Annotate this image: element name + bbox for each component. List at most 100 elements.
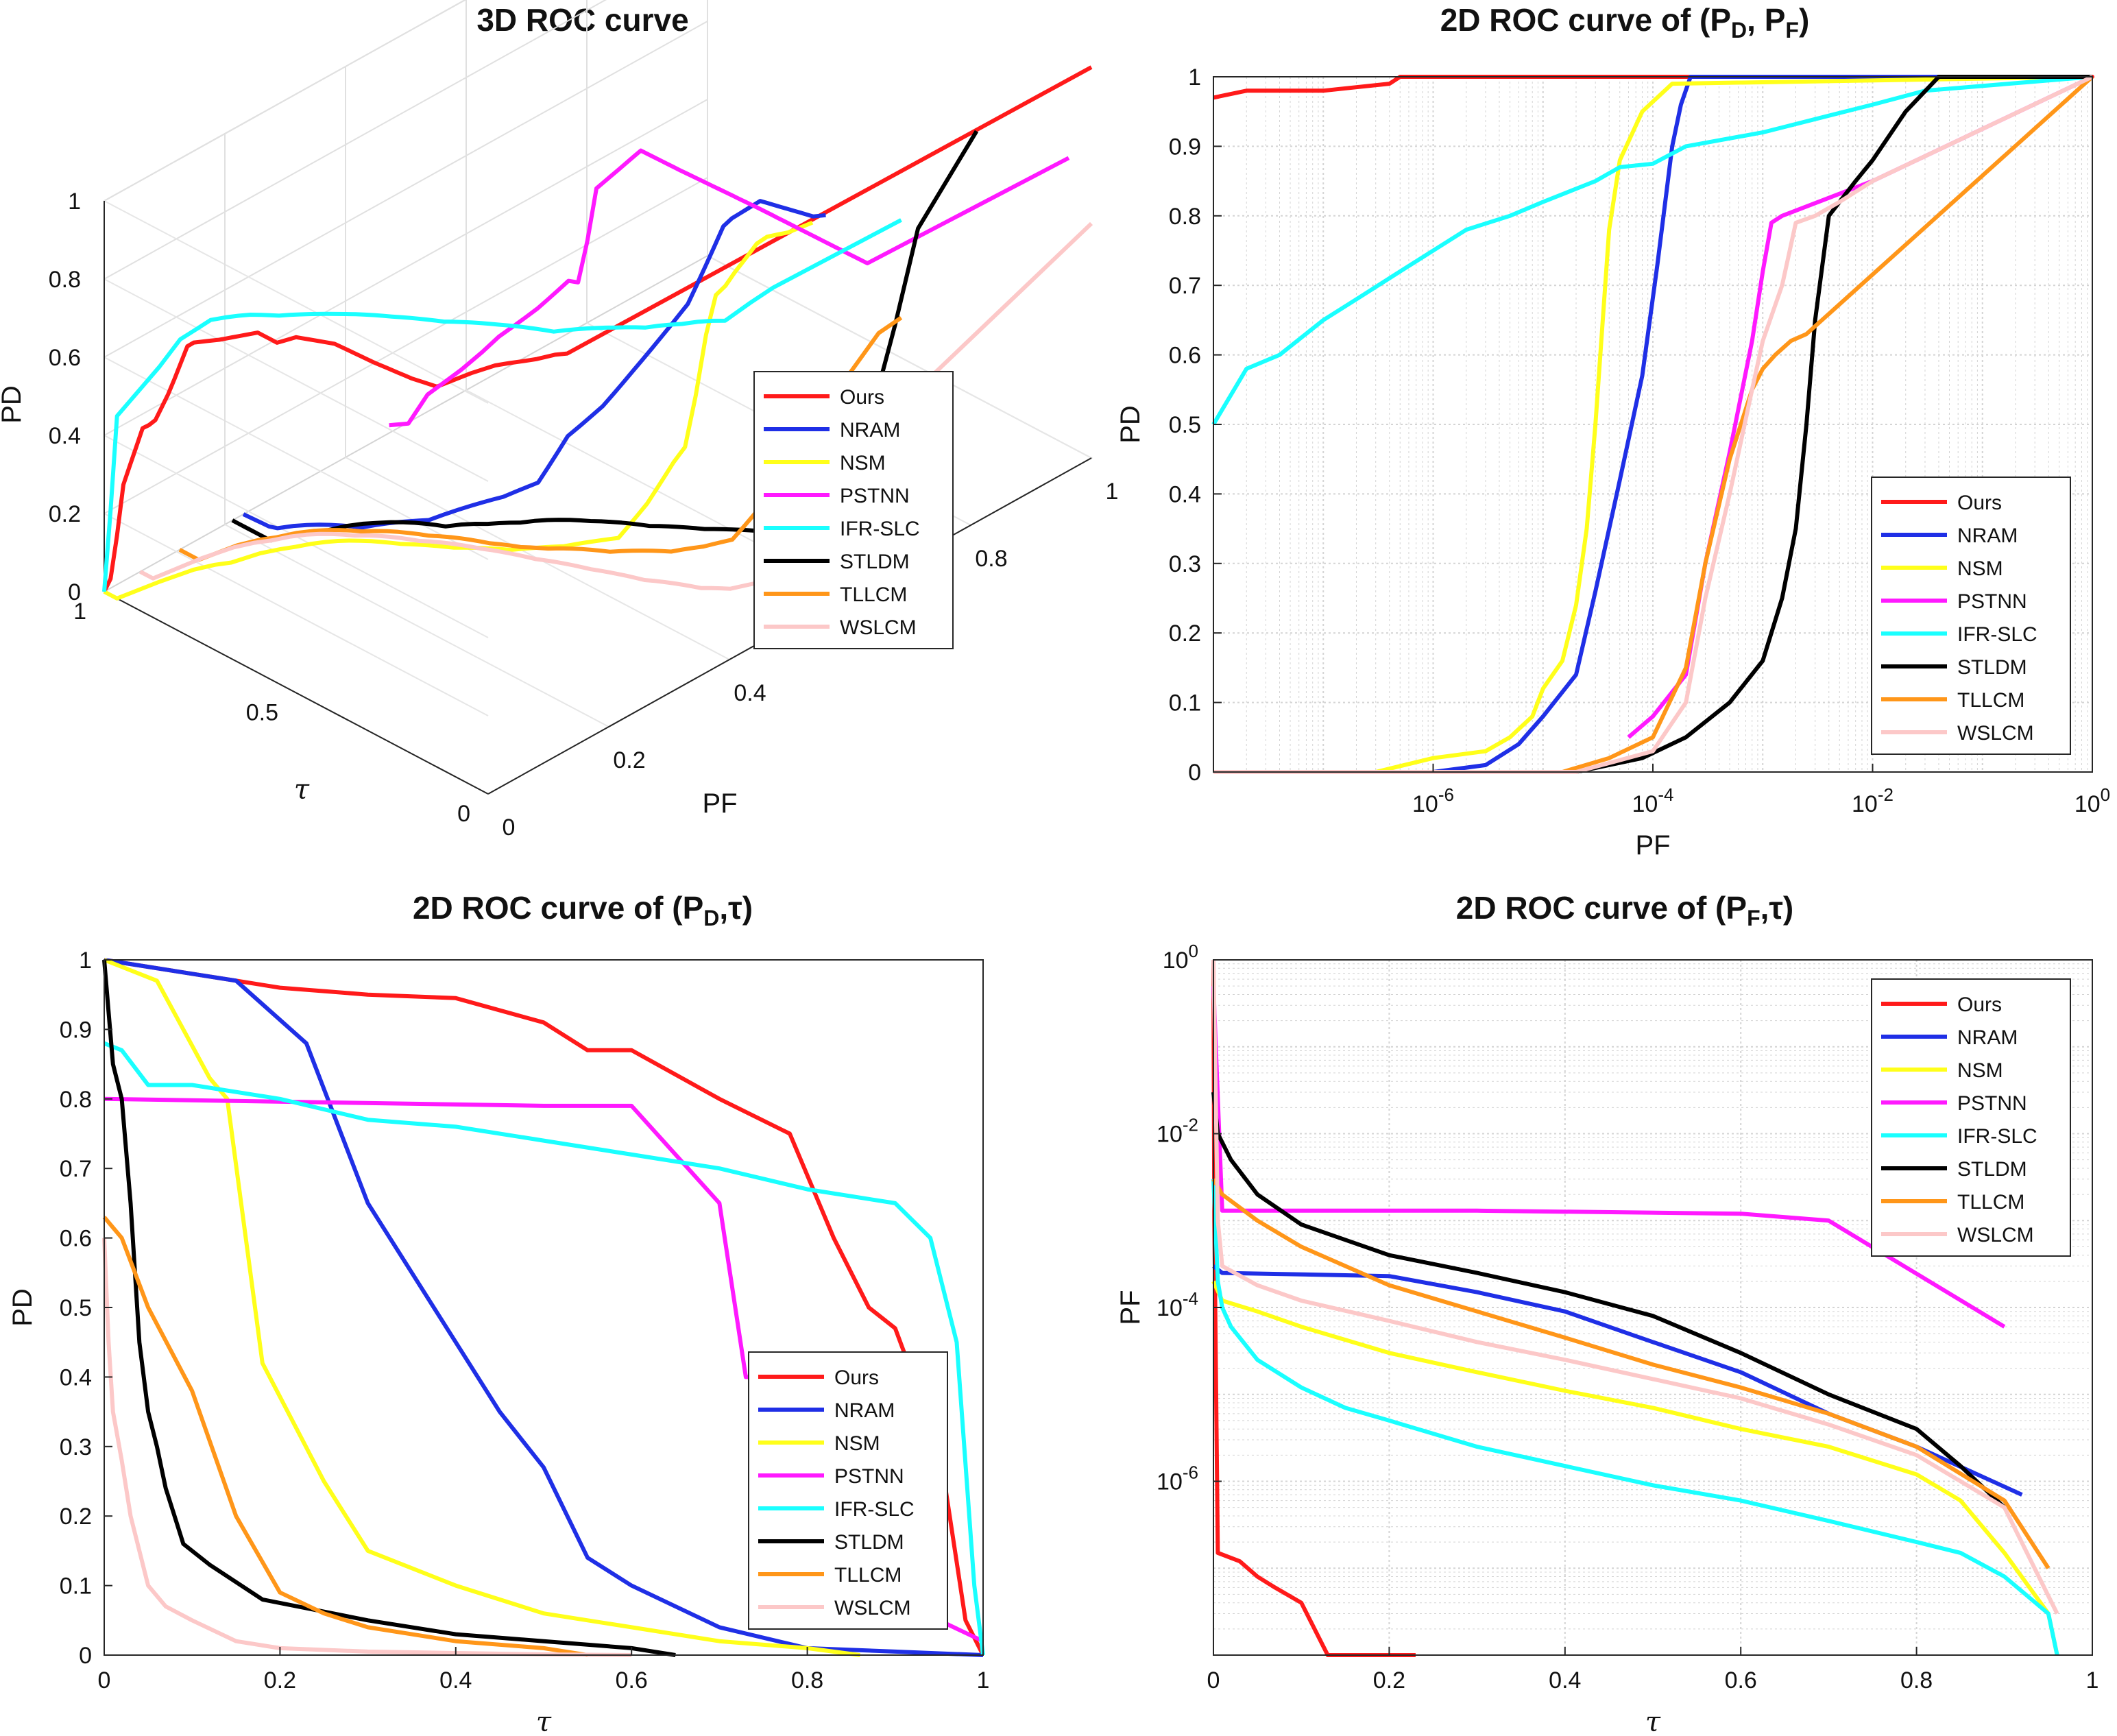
roc3d-pd-grid <box>104 0 607 280</box>
roc3d-pf-tick: 1 <box>1106 479 1119 505</box>
pd_pf-series-tllcm <box>1562 75 2094 774</box>
pd_tau-ytick-label: 0 <box>79 1643 92 1669</box>
pd_tau-ytick-label: 1 <box>79 948 92 974</box>
pf_tau-ytick-base: 10 <box>1157 1122 1183 1148</box>
pf_tau-xtick-label: 0.8 <box>1900 1667 1933 1693</box>
pd_pf-xtick-exp: -6 <box>1438 784 1454 805</box>
legend-3d: Ours NRAM NSM PSTNN IFR-SLC STLDM TLLCM WSLCM <box>753 371 954 649</box>
xlabel-pf-tau: τ <box>1645 1707 1661 1736</box>
roc3d-legend-label-ifr-slc: IFR-SLC <box>840 518 920 540</box>
pd_pf-xtick-exp: -4 <box>1658 784 1673 805</box>
pf_tau-series-nsm <box>1211 1280 2059 1656</box>
roc3d-pf-tick: 0.4 <box>734 680 766 706</box>
title-pd-pf-mid: , P <box>1747 2 1785 38</box>
pf_tau-ytick-label: 10-6 <box>1157 1462 1198 1495</box>
pd-tau-legend-label-pstnn: PSTNN <box>834 1465 904 1488</box>
title-pd-tau-mid: ,τ <box>719 890 742 926</box>
roc3d-legend-label-pstnn: PSTNN <box>840 485 910 507</box>
pd_pf-ytick-label: 0.9 <box>1169 134 1201 160</box>
xlabel-pd-pf: PF <box>1635 830 1670 860</box>
ylabel-pd-pf: PD <box>1115 405 1146 444</box>
pd_pf-ytick-label: 0.4 <box>1169 481 1201 507</box>
pf_tau-xtick-label: 0.4 <box>1549 1667 1581 1693</box>
legend-pd-tau: Ours NRAM NSM PSTNN IFR-SLC STLDM TLLCM WSLCM <box>748 1351 948 1630</box>
title-pd-pf-end: ) <box>1799 2 1809 38</box>
roc3d-pd-grid-side <box>104 278 489 482</box>
ylabel-pf-tau: PF <box>1115 1290 1146 1325</box>
roc3d-legend-label-wslcm: WSLCM <box>840 616 917 639</box>
pf-tau-legend-label-stldm: STLDM <box>1957 1158 2027 1181</box>
pd_tau-xtick-label: 0.6 <box>616 1667 648 1693</box>
roc3d-pd-grid <box>104 21 708 358</box>
roc3d-legend-label-tllcm: TLLCM <box>840 583 907 606</box>
pf_tau-series-ifr-slc <box>1211 1179 2059 1656</box>
pd_tau-xtick-label: 0.8 <box>791 1667 823 1693</box>
pf_tau-series-wslcm <box>1211 959 2059 1615</box>
pf_tau-ytick-base: 10 <box>1157 1469 1183 1495</box>
pd_pf-xtick-exp: -2 <box>1878 784 1894 805</box>
pd_pf-xtick-base: 10 <box>1412 791 1438 817</box>
pd_pf-xtick-label: 10-6 <box>1412 784 1454 817</box>
xlabel-pd-tau: τ <box>536 1707 552 1736</box>
pf_tau-ytick-base: 10 <box>1157 1295 1183 1321</box>
roc3d-tau-tick: 1 <box>73 599 86 625</box>
pd_tau-ytick-label: 0.6 <box>60 1226 92 1252</box>
panel-3d-roc: 3D ROC curve 00.20.40.60.8100.20.40.60.8… <box>0 0 1118 841</box>
pd-pf-legend-label-tllcm: TLLCM <box>1957 689 2024 712</box>
pd_tau-ytick-label: 0.8 <box>60 1087 92 1113</box>
title-pf-tau: 2D ROC curve of (PF,τ) <box>1456 890 1794 930</box>
pd-pf-legend-label-ours: Ours <box>1957 492 2002 514</box>
roc3d-legend-box <box>753 371 954 649</box>
pd_tau-series-wslcm <box>102 1238 632 1657</box>
pd-tau-legend-label-ifr-slc: IFR-SLC <box>834 1498 915 1521</box>
title-pd-tau-sub1: D <box>703 906 719 930</box>
pd_pf-series-stldm <box>1575 75 2092 774</box>
pd-tau-tick-labels: 0 0.2 0.4 0.6 0.8 1 0 0.1 0.2 0.3 0.4 0.5 0.6 0.7 0.8 0… <box>60 948 990 1693</box>
pf_tau-ytick-label: 10-4 <box>1157 1288 1198 1321</box>
roc3d-legend-label-nram: NRAM <box>840 419 900 442</box>
title-pd-pf-sub2: F <box>1785 18 1799 43</box>
pf-tau-legend-label-nsm: NSM <box>1957 1059 2003 1082</box>
pd_tau-ytick-label: 0.1 <box>60 1574 92 1600</box>
title-pf-tau-main: 2D ROC curve of (P <box>1456 890 1747 926</box>
title-pd-tau-end: ) <box>742 890 753 926</box>
pd_tau-ytick-label: 0.4 <box>60 1364 92 1390</box>
pd-pf-legend-label-ifr-slc: IFR-SLC <box>1957 623 2037 646</box>
pd-tau-legend-label-tllcm: TLLCM <box>834 1564 902 1587</box>
pd_pf-xtick-label: 10-4 <box>1632 784 1674 817</box>
pd_pf-ytick-label: 0.7 <box>1169 273 1201 299</box>
pd_pf-xtick-base: 10 <box>1852 791 1878 817</box>
pd_tau-xtick-label: 1 <box>977 1667 990 1693</box>
pf-tau-legend-box <box>1871 978 2071 1257</box>
roc3d-legend-label-ours: Ours <box>840 386 884 409</box>
pd_pf-ytick-label: 0.5 <box>1169 412 1201 438</box>
pd_pf-ytick-label: 0 <box>1188 760 1201 786</box>
pd_pf-ytick-label: 0.1 <box>1169 690 1201 716</box>
pf_tau-series-ours <box>1211 959 1416 1657</box>
pd_tau-ytick-label: 0.5 <box>60 1295 92 1321</box>
pd_tau-series-tllcm <box>102 1216 588 1657</box>
pf-tau-series-lines <box>1211 959 2059 1657</box>
pd_pf-series-ifr-slc <box>1211 75 2093 426</box>
legend-pd-pf: Ours NRAM NSM PSTNN IFR-SLC STLDM TLLCM WSLCM <box>1871 477 2071 755</box>
pf-tau-legend-label-wslcm: WSLCM <box>1957 1224 2034 1246</box>
roc3d-tau-tick: 0 <box>457 801 470 827</box>
pf_tau-ytick-label: 100 <box>1163 941 1198 974</box>
roc3d-pd-grid-side <box>104 513 489 716</box>
pf_tau-ytick-exp: 0 <box>1189 941 1198 961</box>
roc3d-pf-tick: 0.8 <box>975 546 1007 572</box>
pd_tau-series-ifr-slc <box>103 1041 985 1656</box>
ylabel-3d: PD <box>0 385 27 424</box>
pd_pf-ytick-label: 0.2 <box>1169 620 1201 647</box>
pf-tau-legend-label-ifr-slc: IFR-SLC <box>1957 1125 2037 1148</box>
pf_tau-series-stldm <box>1211 1092 2006 1509</box>
roc3d-series-ifr-slc <box>102 218 902 592</box>
pd_tau-xtick-label: 0.4 <box>439 1667 472 1693</box>
pd_tau-ytick-label: 0.9 <box>60 1017 92 1043</box>
pd-tau-legend-label-nram: NRAM <box>834 1399 895 1422</box>
pf-tau-legend-label-nram: NRAM <box>1957 1026 2018 1049</box>
pf_tau-xtick-label: 0.2 <box>1373 1667 1405 1693</box>
pd_tau-xtick-label: 0 <box>98 1667 111 1693</box>
